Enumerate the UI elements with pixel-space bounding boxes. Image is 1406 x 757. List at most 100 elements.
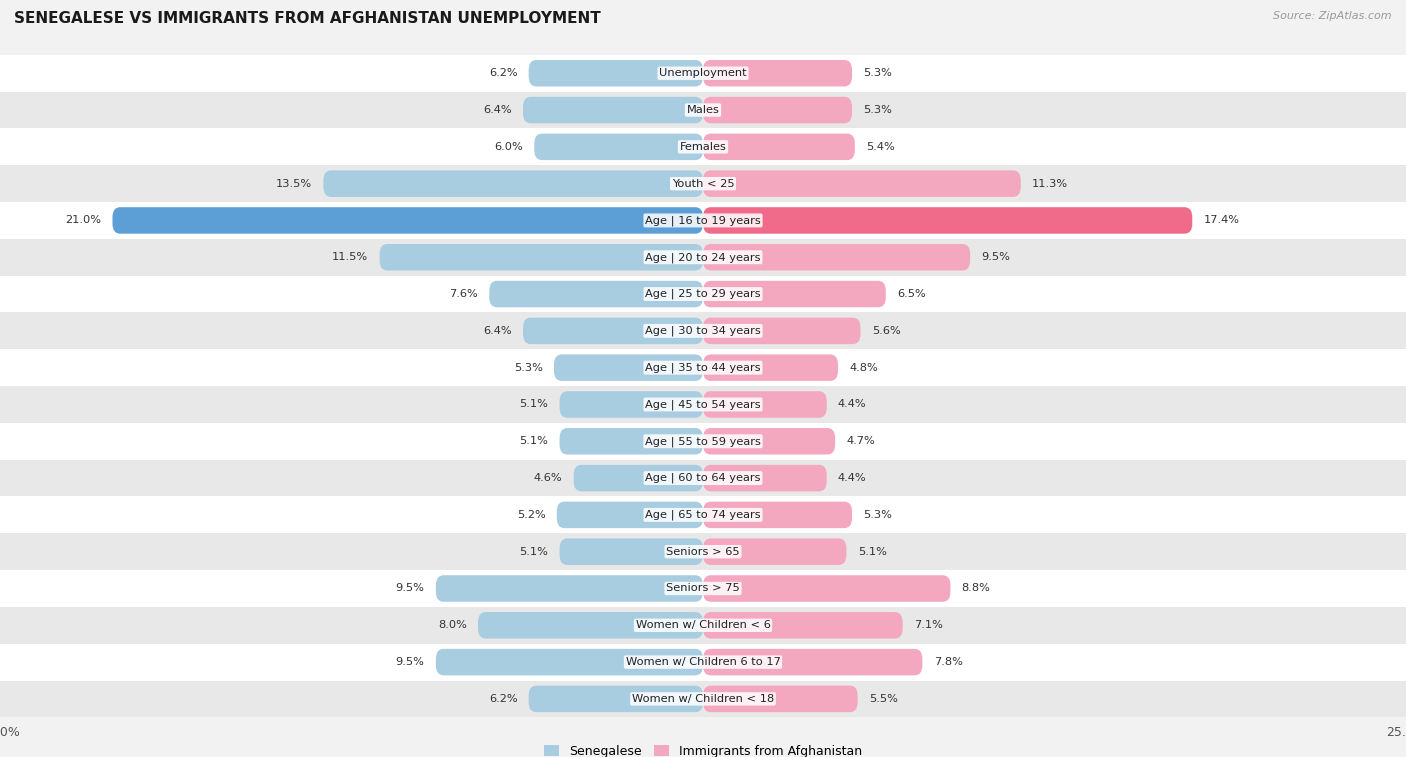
- Text: Age | 25 to 29 years: Age | 25 to 29 years: [645, 289, 761, 299]
- FancyBboxPatch shape: [703, 281, 886, 307]
- Text: 5.1%: 5.1%: [519, 436, 548, 447]
- Text: 5.4%: 5.4%: [866, 142, 894, 152]
- Text: 4.6%: 4.6%: [534, 473, 562, 483]
- Bar: [0, 386, 1406, 423]
- Text: 6.0%: 6.0%: [495, 142, 523, 152]
- Text: 5.5%: 5.5%: [869, 694, 898, 704]
- Text: Age | 55 to 59 years: Age | 55 to 59 years: [645, 436, 761, 447]
- FancyBboxPatch shape: [529, 686, 703, 712]
- FancyBboxPatch shape: [703, 244, 970, 270]
- FancyBboxPatch shape: [574, 465, 703, 491]
- Text: 6.2%: 6.2%: [489, 694, 517, 704]
- Bar: [0, 92, 1406, 129]
- Text: 11.5%: 11.5%: [332, 252, 368, 262]
- FancyBboxPatch shape: [478, 612, 703, 639]
- Text: Females: Females: [679, 142, 727, 152]
- Text: 6.4%: 6.4%: [484, 326, 512, 336]
- Text: 9.5%: 9.5%: [395, 657, 425, 667]
- Bar: [0, 129, 1406, 165]
- Bar: [0, 239, 1406, 276]
- Bar: [0, 459, 1406, 497]
- Text: 7.1%: 7.1%: [914, 620, 943, 631]
- FancyBboxPatch shape: [703, 133, 855, 160]
- Bar: [0, 276, 1406, 313]
- FancyBboxPatch shape: [703, 170, 1021, 197]
- Text: 6.5%: 6.5%: [897, 289, 925, 299]
- FancyBboxPatch shape: [380, 244, 703, 270]
- Bar: [0, 497, 1406, 533]
- Text: 6.4%: 6.4%: [484, 105, 512, 115]
- FancyBboxPatch shape: [703, 538, 846, 565]
- FancyBboxPatch shape: [703, 354, 838, 381]
- Text: 5.3%: 5.3%: [863, 105, 893, 115]
- FancyBboxPatch shape: [489, 281, 703, 307]
- Text: 5.1%: 5.1%: [519, 400, 548, 410]
- FancyBboxPatch shape: [554, 354, 703, 381]
- Text: 4.4%: 4.4%: [838, 400, 866, 410]
- Text: Age | 35 to 44 years: Age | 35 to 44 years: [645, 363, 761, 373]
- FancyBboxPatch shape: [703, 207, 1192, 234]
- Text: SENEGALESE VS IMMIGRANTS FROM AFGHANISTAN UNEMPLOYMENT: SENEGALESE VS IMMIGRANTS FROM AFGHANISTA…: [14, 11, 600, 26]
- FancyBboxPatch shape: [703, 649, 922, 675]
- Text: 9.5%: 9.5%: [981, 252, 1011, 262]
- Text: Source: ZipAtlas.com: Source: ZipAtlas.com: [1274, 11, 1392, 21]
- FancyBboxPatch shape: [560, 391, 703, 418]
- FancyBboxPatch shape: [703, 686, 858, 712]
- FancyBboxPatch shape: [703, 612, 903, 639]
- Text: 5.2%: 5.2%: [517, 510, 546, 520]
- Text: 5.3%: 5.3%: [863, 510, 893, 520]
- Text: Unemployment: Unemployment: [659, 68, 747, 78]
- FancyBboxPatch shape: [529, 60, 703, 86]
- Bar: [0, 533, 1406, 570]
- Text: Women w/ Children < 6: Women w/ Children < 6: [636, 620, 770, 631]
- Bar: [0, 570, 1406, 607]
- Text: 11.3%: 11.3%: [1032, 179, 1069, 188]
- Text: 4.4%: 4.4%: [838, 473, 866, 483]
- Legend: Senegalese, Immigrants from Afghanistan: Senegalese, Immigrants from Afghanistan: [538, 740, 868, 757]
- FancyBboxPatch shape: [523, 97, 703, 123]
- FancyBboxPatch shape: [523, 318, 703, 344]
- Text: 5.3%: 5.3%: [863, 68, 893, 78]
- Text: 4.7%: 4.7%: [846, 436, 875, 447]
- Bar: [0, 313, 1406, 349]
- FancyBboxPatch shape: [703, 428, 835, 454]
- FancyBboxPatch shape: [557, 502, 703, 528]
- Text: Youth < 25: Youth < 25: [672, 179, 734, 188]
- Text: 5.3%: 5.3%: [513, 363, 543, 372]
- Text: Age | 45 to 54 years: Age | 45 to 54 years: [645, 399, 761, 410]
- Text: 13.5%: 13.5%: [276, 179, 312, 188]
- Text: Age | 16 to 19 years: Age | 16 to 19 years: [645, 215, 761, 226]
- Text: Women w/ Children 6 to 17: Women w/ Children 6 to 17: [626, 657, 780, 667]
- Text: Age | 30 to 34 years: Age | 30 to 34 years: [645, 326, 761, 336]
- FancyBboxPatch shape: [323, 170, 703, 197]
- Text: Women w/ Children < 18: Women w/ Children < 18: [631, 694, 775, 704]
- Text: 8.8%: 8.8%: [962, 584, 991, 593]
- FancyBboxPatch shape: [560, 428, 703, 454]
- FancyBboxPatch shape: [560, 538, 703, 565]
- FancyBboxPatch shape: [703, 391, 827, 418]
- Text: 21.0%: 21.0%: [65, 216, 101, 226]
- FancyBboxPatch shape: [112, 207, 703, 234]
- Bar: [0, 202, 1406, 239]
- FancyBboxPatch shape: [703, 97, 852, 123]
- FancyBboxPatch shape: [436, 575, 703, 602]
- Text: 7.6%: 7.6%: [450, 289, 478, 299]
- FancyBboxPatch shape: [703, 465, 827, 491]
- Bar: [0, 607, 1406, 643]
- Bar: [0, 55, 1406, 92]
- Text: Seniors > 75: Seniors > 75: [666, 584, 740, 593]
- Bar: [0, 643, 1406, 681]
- Bar: [0, 423, 1406, 459]
- Text: Age | 60 to 64 years: Age | 60 to 64 years: [645, 473, 761, 483]
- Bar: [0, 681, 1406, 718]
- Bar: [0, 165, 1406, 202]
- Text: 6.2%: 6.2%: [489, 68, 517, 78]
- FancyBboxPatch shape: [703, 575, 950, 602]
- Text: 5.1%: 5.1%: [858, 547, 887, 556]
- FancyBboxPatch shape: [703, 502, 852, 528]
- FancyBboxPatch shape: [703, 318, 860, 344]
- FancyBboxPatch shape: [703, 60, 852, 86]
- Text: 8.0%: 8.0%: [437, 620, 467, 631]
- Text: 4.8%: 4.8%: [849, 363, 877, 372]
- Text: 7.8%: 7.8%: [934, 657, 963, 667]
